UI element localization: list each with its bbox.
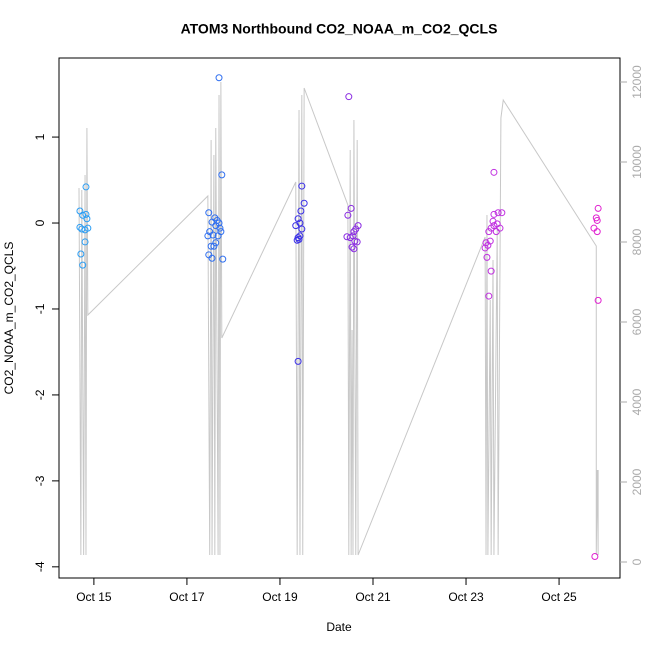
y2-tick-label: 8000: [630, 228, 644, 255]
y-tick-label: -1: [33, 303, 47, 314]
data-point: [352, 225, 360, 233]
y-axis-label: CO2_NOAA_m_CO2_QCLS: [2, 242, 16, 395]
x-tick-label: Oct 19: [262, 590, 298, 604]
data-point: [214, 232, 222, 240]
data-point: [485, 292, 493, 300]
data-point: [81, 238, 89, 246]
y2-tick-label: 4000: [630, 388, 644, 415]
data-point: [494, 209, 502, 217]
data-point: [591, 553, 599, 561]
y2-tick-label: 12000: [630, 65, 644, 99]
data-point: [490, 210, 498, 218]
data-point: [204, 232, 212, 240]
data-point: [496, 224, 504, 232]
data-point: [345, 93, 353, 101]
data-point: [343, 233, 351, 241]
data-point: [490, 168, 498, 176]
data-point: [594, 204, 602, 212]
data-point: [346, 234, 354, 242]
data-point: [347, 204, 355, 212]
data-point: [79, 211, 87, 219]
y2-tick-label: 2000: [630, 468, 644, 495]
data-point: [354, 222, 362, 230]
data-point: [483, 253, 491, 261]
x-axis-label: Date: [326, 620, 352, 634]
data-point: [593, 228, 601, 236]
y-tick-label: 1: [33, 133, 47, 140]
data-point: [218, 171, 226, 179]
y-tick-label: -3: [33, 475, 47, 486]
x-tick-label: Oct 21: [355, 590, 391, 604]
chart-title: ATOM3 Northbound CO2_NOAA_m_CO2_QCLS: [181, 21, 498, 37]
data-point: [344, 211, 352, 219]
altitude-line: [78, 81, 599, 556]
data-point: [216, 224, 224, 232]
data-point: [298, 225, 306, 233]
y-tick-label: -2: [33, 389, 47, 400]
data-point: [79, 261, 87, 269]
data-point: [492, 228, 500, 236]
x-tick-label: Oct 23: [448, 590, 484, 604]
data-point: [485, 228, 493, 236]
y2-tick-label: 10000: [630, 145, 644, 179]
data-point: [294, 357, 302, 365]
data-point: [294, 215, 302, 223]
data-point: [593, 216, 601, 224]
data-point: [594, 296, 602, 304]
data-point: [77, 250, 85, 258]
plot-frame: [58, 57, 621, 579]
y-tick-label: -4: [33, 561, 47, 572]
data-point: [292, 222, 300, 230]
data-point: [300, 199, 308, 207]
data-point: [481, 244, 489, 252]
data-point: [82, 210, 90, 218]
data-point: [210, 242, 218, 250]
y2-tick-label: 6000: [630, 308, 644, 335]
data-point: [83, 215, 91, 223]
data-point: [350, 245, 358, 253]
x-tick-label: Oct 25: [541, 590, 577, 604]
y-tick-label: 0: [33, 219, 47, 226]
data-point: [205, 209, 213, 217]
data-point: [498, 209, 506, 217]
data-point: [297, 207, 305, 215]
data-point: [82, 183, 90, 191]
data-point: [84, 224, 92, 232]
data-point: [293, 236, 301, 244]
data-point: [207, 242, 215, 250]
data-point: [487, 267, 495, 275]
data-point: [209, 231, 217, 239]
data-point: [212, 239, 220, 247]
x-tick-label: Oct 15: [76, 590, 112, 604]
data-point: [215, 74, 223, 82]
data-point: [489, 217, 497, 225]
data-point: [348, 243, 356, 251]
data-point: [219, 255, 227, 263]
y2-tick-label: 0: [630, 558, 644, 565]
x-tick-label: Oct 17: [169, 590, 205, 604]
data-point: [298, 182, 306, 190]
data-point: [208, 254, 216, 262]
data-point: [353, 238, 361, 246]
